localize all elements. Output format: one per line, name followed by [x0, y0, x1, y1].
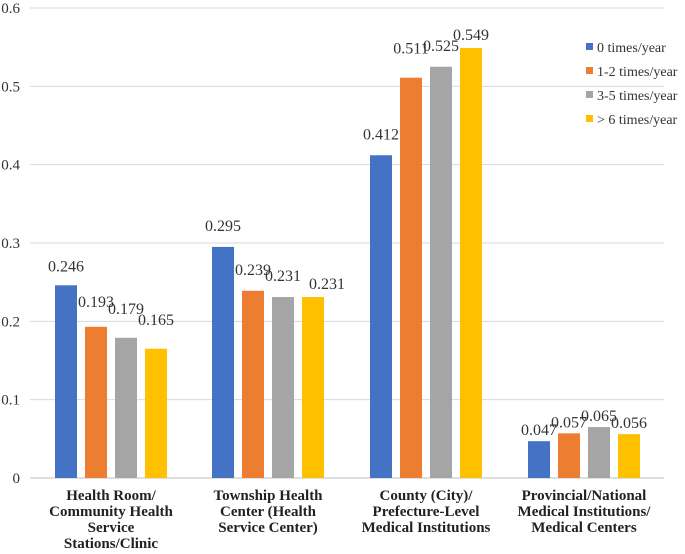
- y-tick-label: 0.1: [1, 393, 20, 409]
- bar-3-4: [588, 427, 610, 478]
- bar-3-1: [115, 337, 137, 478]
- x-category-label-line: Township Health: [213, 488, 323, 504]
- y-tick-label: 0.2: [1, 314, 20, 330]
- x-category-label-line: Prefecture-Level: [373, 504, 480, 520]
- x-category-label-line: Health Room/: [66, 488, 156, 504]
- bar-2-2: [242, 290, 264, 478]
- data-label: 0.047: [521, 422, 557, 439]
- x-category-label-line: Stations/Clinic: [64, 536, 159, 552]
- y-tick-label: 0: [13, 471, 21, 487]
- bar-2-4: [558, 433, 580, 478]
- x-category-label-line: Provincial/National: [522, 488, 647, 504]
- bar-4-3: [460, 47, 482, 478]
- y-tick-label: 0.4: [1, 158, 20, 174]
- data-label: 0.246: [48, 258, 84, 275]
- x-category-label-line: Service Center): [218, 520, 318, 536]
- bar-2-3: [400, 77, 422, 478]
- x-category-label-line: Community Health: [49, 504, 173, 520]
- data-label: 0.065: [581, 408, 617, 425]
- legend-label: > 6 times/year: [597, 113, 678, 128]
- y-tick-label: 0.3: [1, 236, 20, 252]
- y-tick-label: 0.6: [1, 1, 20, 17]
- x-category-label: Health Room/Community Health Service Stati…: [49, 488, 173, 552]
- x-category-label-line: County (City)/: [380, 488, 474, 504]
- data-label: 0.057: [551, 414, 587, 431]
- bar-1-4: [528, 441, 550, 478]
- data-label: 0.412: [363, 126, 399, 143]
- x-category-label: County (City)/Prefecture-Level Medical In…: [362, 488, 491, 536]
- legend-label: 3-5 times/year: [597, 89, 678, 104]
- data-label: 0.295: [205, 218, 241, 235]
- data-label: 0.231: [265, 268, 301, 285]
- legend-label: 1-2 times/year: [597, 65, 678, 80]
- x-category-label-line: Center (Health: [220, 504, 317, 520]
- data-label: 0.525: [423, 38, 459, 55]
- data-label: 0.239: [235, 262, 271, 279]
- bar-1-1: [55, 285, 77, 478]
- bar-1-3: [370, 155, 392, 478]
- data-label: 0.511: [393, 41, 428, 58]
- legend-swatch: [586, 43, 593, 50]
- x-category-label: Provincial/National Medical Institutions/…: [518, 488, 652, 536]
- data-label: 0.231: [309, 276, 345, 293]
- bar-4-4: [618, 434, 640, 478]
- data-label: 0.179: [108, 301, 144, 318]
- data-label: 0.549: [453, 27, 489, 44]
- bar-4-1: [145, 348, 167, 478]
- x-category-label-line: Service: [88, 520, 135, 536]
- legend-label: 0 times/year: [597, 41, 666, 56]
- bar-3-3: [430, 66, 452, 478]
- bar-4-2: [302, 297, 324, 478]
- legend-swatch: [586, 67, 593, 74]
- bar-3-2: [272, 297, 294, 478]
- data-label: 0.165: [138, 312, 174, 329]
- data-label: 0.193: [78, 294, 114, 311]
- x-category-label-line: Medical Institutions: [362, 520, 491, 536]
- data-label: 0.056: [611, 415, 647, 432]
- bar-2-1: [85, 326, 107, 478]
- x-category-label-line: Medical Institutions/: [518, 504, 652, 520]
- bar-1-2: [212, 246, 234, 478]
- legend-swatch: [586, 115, 593, 122]
- y-tick-label: 0.5: [1, 79, 20, 95]
- x-category-label: Township Health Center (Health Service Cen…: [213, 488, 323, 536]
- x-category-label-line: Medical Centers: [531, 520, 637, 536]
- legend-swatch: [586, 91, 593, 98]
